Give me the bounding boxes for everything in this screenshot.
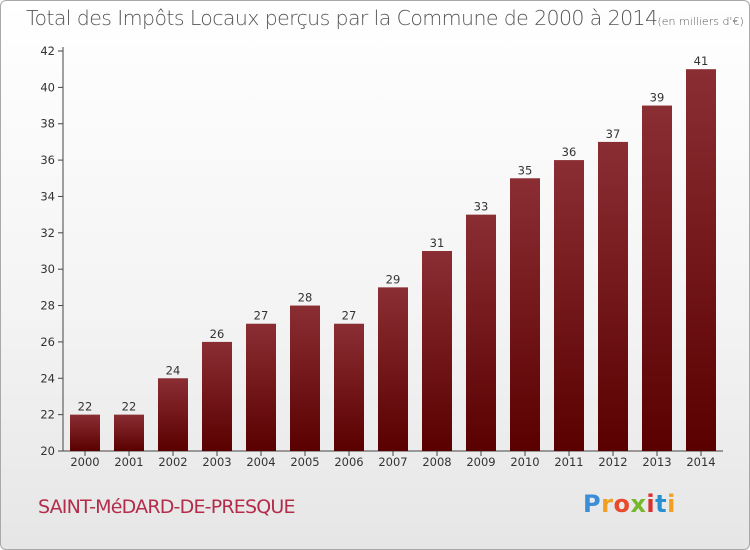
x-tick-label: 2009 <box>466 455 495 469</box>
bar-value-label: 37 <box>606 127 621 141</box>
x-tick-label: 2010 <box>510 455 539 469</box>
y-tick-label: 36 <box>40 153 55 167</box>
y-tick-label: 32 <box>40 226 55 240</box>
chart-labels: 22 22 24 26 27 28 27 29 31 33 35 36 37 39 41 <box>78 54 709 413</box>
bar-value-label: 36 <box>562 145 577 159</box>
bar-value-label: 33 <box>474 200 489 214</box>
bar <box>202 341 232 451</box>
y-tick-label: 20 <box>40 444 55 458</box>
bar <box>158 378 188 451</box>
bar <box>598 141 628 451</box>
chart-title-unit: (en milliers d'€) <box>657 15 744 28</box>
bar-value-label: 22 <box>78 400 93 414</box>
bar <box>246 323 276 451</box>
y-tick-label: 38 <box>40 117 55 131</box>
bar-value-label: 28 <box>298 291 313 305</box>
bar <box>70 414 100 451</box>
y-tick-label: 30 <box>40 262 55 276</box>
x-tick-label: 2001 <box>114 455 143 469</box>
x-tick-label: 2005 <box>290 455 319 469</box>
x-tick-label: 2008 <box>422 455 451 469</box>
commune-name: SAINT-MéDARD-DE-PRESQUE <box>38 496 296 518</box>
y-tick-label: 42 <box>40 44 55 58</box>
bar <box>510 178 540 452</box>
x-tick-label: 2006 <box>334 455 363 469</box>
bar-value-label: 31 <box>430 236 445 250</box>
bar <box>114 414 144 451</box>
proxiti-logo: Proxiti <box>583 490 676 518</box>
bar-value-label: 41 <box>694 54 709 68</box>
bar <box>686 69 716 451</box>
y-tick-label: 22 <box>40 408 55 422</box>
bar-value-label: 27 <box>254 309 269 323</box>
bar-value-label: 35 <box>518 163 533 177</box>
x-tick-label: 2004 <box>246 455 275 469</box>
chart-title-text: Total des Impôts Locaux perçus par la Co… <box>26 6 658 30</box>
x-tick-label: 2011 <box>554 455 583 469</box>
x-tick-label: 2002 <box>158 455 187 469</box>
y-tick-label: 28 <box>40 299 55 313</box>
y-tick-label: 24 <box>40 371 55 385</box>
bar <box>466 214 496 451</box>
bar <box>290 305 320 451</box>
x-tick-label: 2003 <box>202 455 231 469</box>
x-tick-label: 2013 <box>642 455 671 469</box>
bar-value-label: 29 <box>386 272 401 286</box>
y-tick-label: 40 <box>40 80 55 94</box>
bar <box>422 251 452 451</box>
x-tick-label: 2000 <box>70 455 99 469</box>
bar-value-label: 24 <box>166 363 181 377</box>
y-tick-label: 26 <box>40 335 55 349</box>
chart-bars <box>70 69 716 452</box>
bar <box>642 105 672 451</box>
bar <box>378 287 408 451</box>
bar-value-label: 39 <box>650 91 665 105</box>
x-tick-label: 2014 <box>686 455 715 469</box>
bar-value-label: 22 <box>122 400 137 414</box>
bar <box>554 160 584 451</box>
bar <box>334 323 364 451</box>
y-tick-label: 34 <box>40 189 55 203</box>
x-tick-label: 2012 <box>598 455 627 469</box>
bar-value-label: 27 <box>342 309 357 323</box>
chart-axes: 20 22 24 26 28 30 32 34 36 38 40 42 2000 2001 2002 2003… <box>40 44 723 469</box>
x-tick-label: 2007 <box>378 455 407 469</box>
chart-title: Total des Impôts Locaux perçus par la Co… <box>26 6 744 30</box>
bar-value-label: 26 <box>210 327 225 341</box>
